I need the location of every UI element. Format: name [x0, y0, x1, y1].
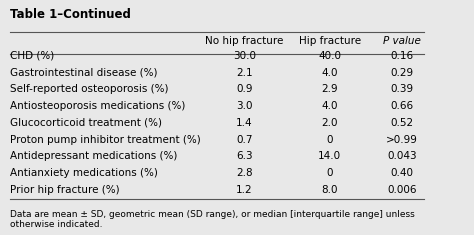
- Text: Antiosteoporosis medications (%): Antiosteoporosis medications (%): [10, 101, 185, 111]
- Text: 0.40: 0.40: [391, 168, 414, 178]
- Text: Antianxiety medications (%): Antianxiety medications (%): [10, 168, 158, 178]
- Text: 4.0: 4.0: [321, 67, 338, 78]
- Text: Table 1–Continued: Table 1–Continued: [10, 8, 131, 21]
- Text: 1.4: 1.4: [236, 118, 253, 128]
- Text: 6.3: 6.3: [236, 151, 253, 161]
- Text: Hip fracture: Hip fracture: [299, 36, 361, 46]
- Text: Prior hip fracture (%): Prior hip fracture (%): [10, 185, 119, 195]
- Text: 1.2: 1.2: [236, 185, 253, 195]
- Text: Data are mean ± SD, geometric mean (SD range), or median [interquartile range] u: Data are mean ± SD, geometric mean (SD r…: [10, 210, 415, 229]
- Text: 0.9: 0.9: [236, 84, 253, 94]
- Text: 4.0: 4.0: [321, 101, 338, 111]
- Text: 3.0: 3.0: [236, 101, 253, 111]
- Text: Proton pump inhibitor treatment (%): Proton pump inhibitor treatment (%): [10, 135, 201, 145]
- Text: 2.9: 2.9: [321, 84, 338, 94]
- Text: 0.7: 0.7: [236, 135, 253, 145]
- Text: 0.006: 0.006: [388, 185, 417, 195]
- Text: 40.0: 40.0: [318, 51, 341, 61]
- Text: P value: P value: [383, 36, 421, 46]
- Text: 2.0: 2.0: [321, 118, 338, 128]
- Text: Gastrointestinal disease (%): Gastrointestinal disease (%): [10, 67, 157, 78]
- Text: 0.043: 0.043: [387, 151, 417, 161]
- Text: 14.0: 14.0: [318, 151, 341, 161]
- Text: Self-reported osteoporosis (%): Self-reported osteoporosis (%): [10, 84, 168, 94]
- Text: Glucocorticoid treatment (%): Glucocorticoid treatment (%): [10, 118, 162, 128]
- Text: CHD (%): CHD (%): [10, 51, 54, 61]
- Text: 0.29: 0.29: [391, 67, 414, 78]
- Text: 2.8: 2.8: [236, 168, 253, 178]
- Text: 0.66: 0.66: [391, 101, 414, 111]
- Text: 0: 0: [327, 168, 333, 178]
- Text: 0.52: 0.52: [391, 118, 414, 128]
- Text: Antidepressant medications (%): Antidepressant medications (%): [10, 151, 177, 161]
- Text: 0.39: 0.39: [391, 84, 414, 94]
- Text: 0.16: 0.16: [391, 51, 414, 61]
- Text: 2.1: 2.1: [236, 67, 253, 78]
- Text: 0: 0: [327, 135, 333, 145]
- Text: 8.0: 8.0: [321, 185, 338, 195]
- Text: >0.99: >0.99: [386, 135, 418, 145]
- Text: No hip fracture: No hip fracture: [205, 36, 283, 46]
- Text: 30.0: 30.0: [233, 51, 256, 61]
